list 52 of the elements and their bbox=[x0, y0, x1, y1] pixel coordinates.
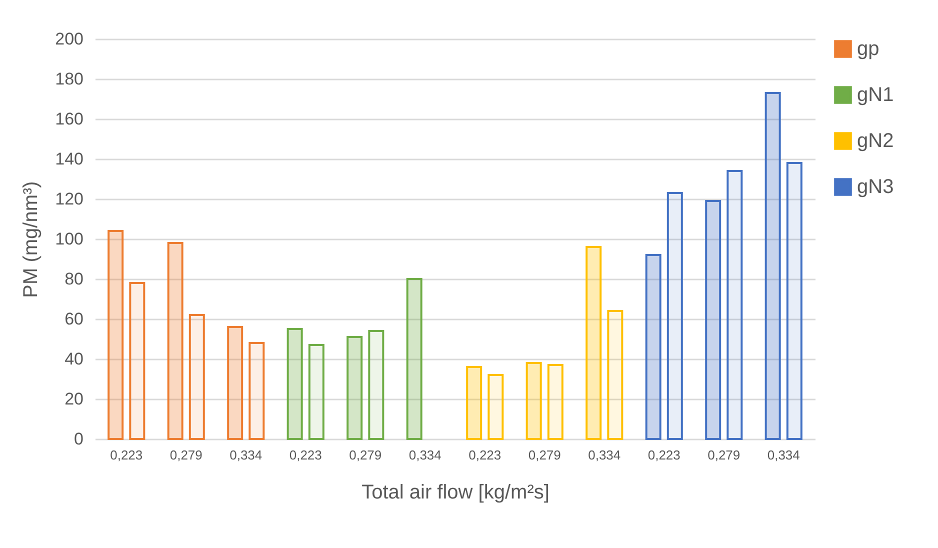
bar bbox=[188, 314, 205, 440]
bar bbox=[764, 92, 781, 440]
bar bbox=[368, 330, 384, 440]
y-tick-label: 40 bbox=[64, 350, 84, 368]
y-tick-label: 160 bbox=[55, 110, 84, 128]
y-tick-label: 140 bbox=[55, 150, 84, 168]
bar bbox=[726, 170, 743, 440]
bar bbox=[526, 362, 542, 440]
x-tick-label: 0,223 bbox=[648, 448, 680, 462]
bar bbox=[108, 230, 124, 440]
y-tick-label: 60 bbox=[64, 310, 84, 328]
x-tick-label: 0,279 bbox=[170, 448, 202, 462]
bar bbox=[786, 162, 802, 440]
bar bbox=[227, 326, 244, 440]
bar bbox=[406, 278, 422, 440]
y-tick-label: 20 bbox=[64, 390, 84, 408]
bar bbox=[607, 310, 624, 440]
legend-label: gp bbox=[857, 38, 880, 60]
x-tick-label: 0,279 bbox=[349, 448, 382, 462]
bar bbox=[248, 342, 265, 440]
bar bbox=[129, 282, 146, 440]
legend-label: gN1 bbox=[857, 84, 894, 106]
y-tick-label: 180 bbox=[55, 70, 84, 88]
x-tick-label: 0,334 bbox=[408, 448, 442, 462]
x-tick-label: 0,279 bbox=[708, 448, 740, 462]
y-tick-label: 120 bbox=[55, 190, 84, 208]
x-tick-label: 0,279 bbox=[528, 448, 561, 462]
x-tick-label: 0,334 bbox=[767, 448, 800, 462]
y-tick-label: 80 bbox=[64, 270, 84, 288]
x-tick-label: 0,223 bbox=[110, 448, 143, 462]
x-tick-label: 0,334 bbox=[588, 448, 621, 462]
bar bbox=[286, 328, 303, 440]
legend-label: gN2 bbox=[857, 130, 894, 152]
bar bbox=[488, 374, 504, 440]
y-axis-title: PM (mg/nm³) bbox=[20, 181, 42, 298]
bar bbox=[666, 192, 683, 440]
y-tick-label: 200 bbox=[55, 30, 84, 48]
bar bbox=[645, 254, 662, 440]
bar bbox=[547, 364, 564, 440]
legend-label: gN3 bbox=[857, 176, 894, 198]
bar bbox=[705, 200, 722, 440]
x-tick-label: 0,334 bbox=[230, 448, 262, 462]
x-tick-label: 0,223 bbox=[468, 448, 502, 462]
y-tick-label: 0 bbox=[74, 430, 84, 448]
bar bbox=[466, 366, 482, 440]
x-tick-label: 0,223 bbox=[289, 448, 322, 462]
bar bbox=[167, 242, 184, 440]
bar bbox=[586, 246, 602, 440]
bar bbox=[346, 336, 363, 440]
x-axis-title: Total air flow [kg/m²s] bbox=[362, 482, 550, 504]
bar bbox=[308, 344, 324, 440]
y-tick-label: 100 bbox=[55, 230, 84, 248]
